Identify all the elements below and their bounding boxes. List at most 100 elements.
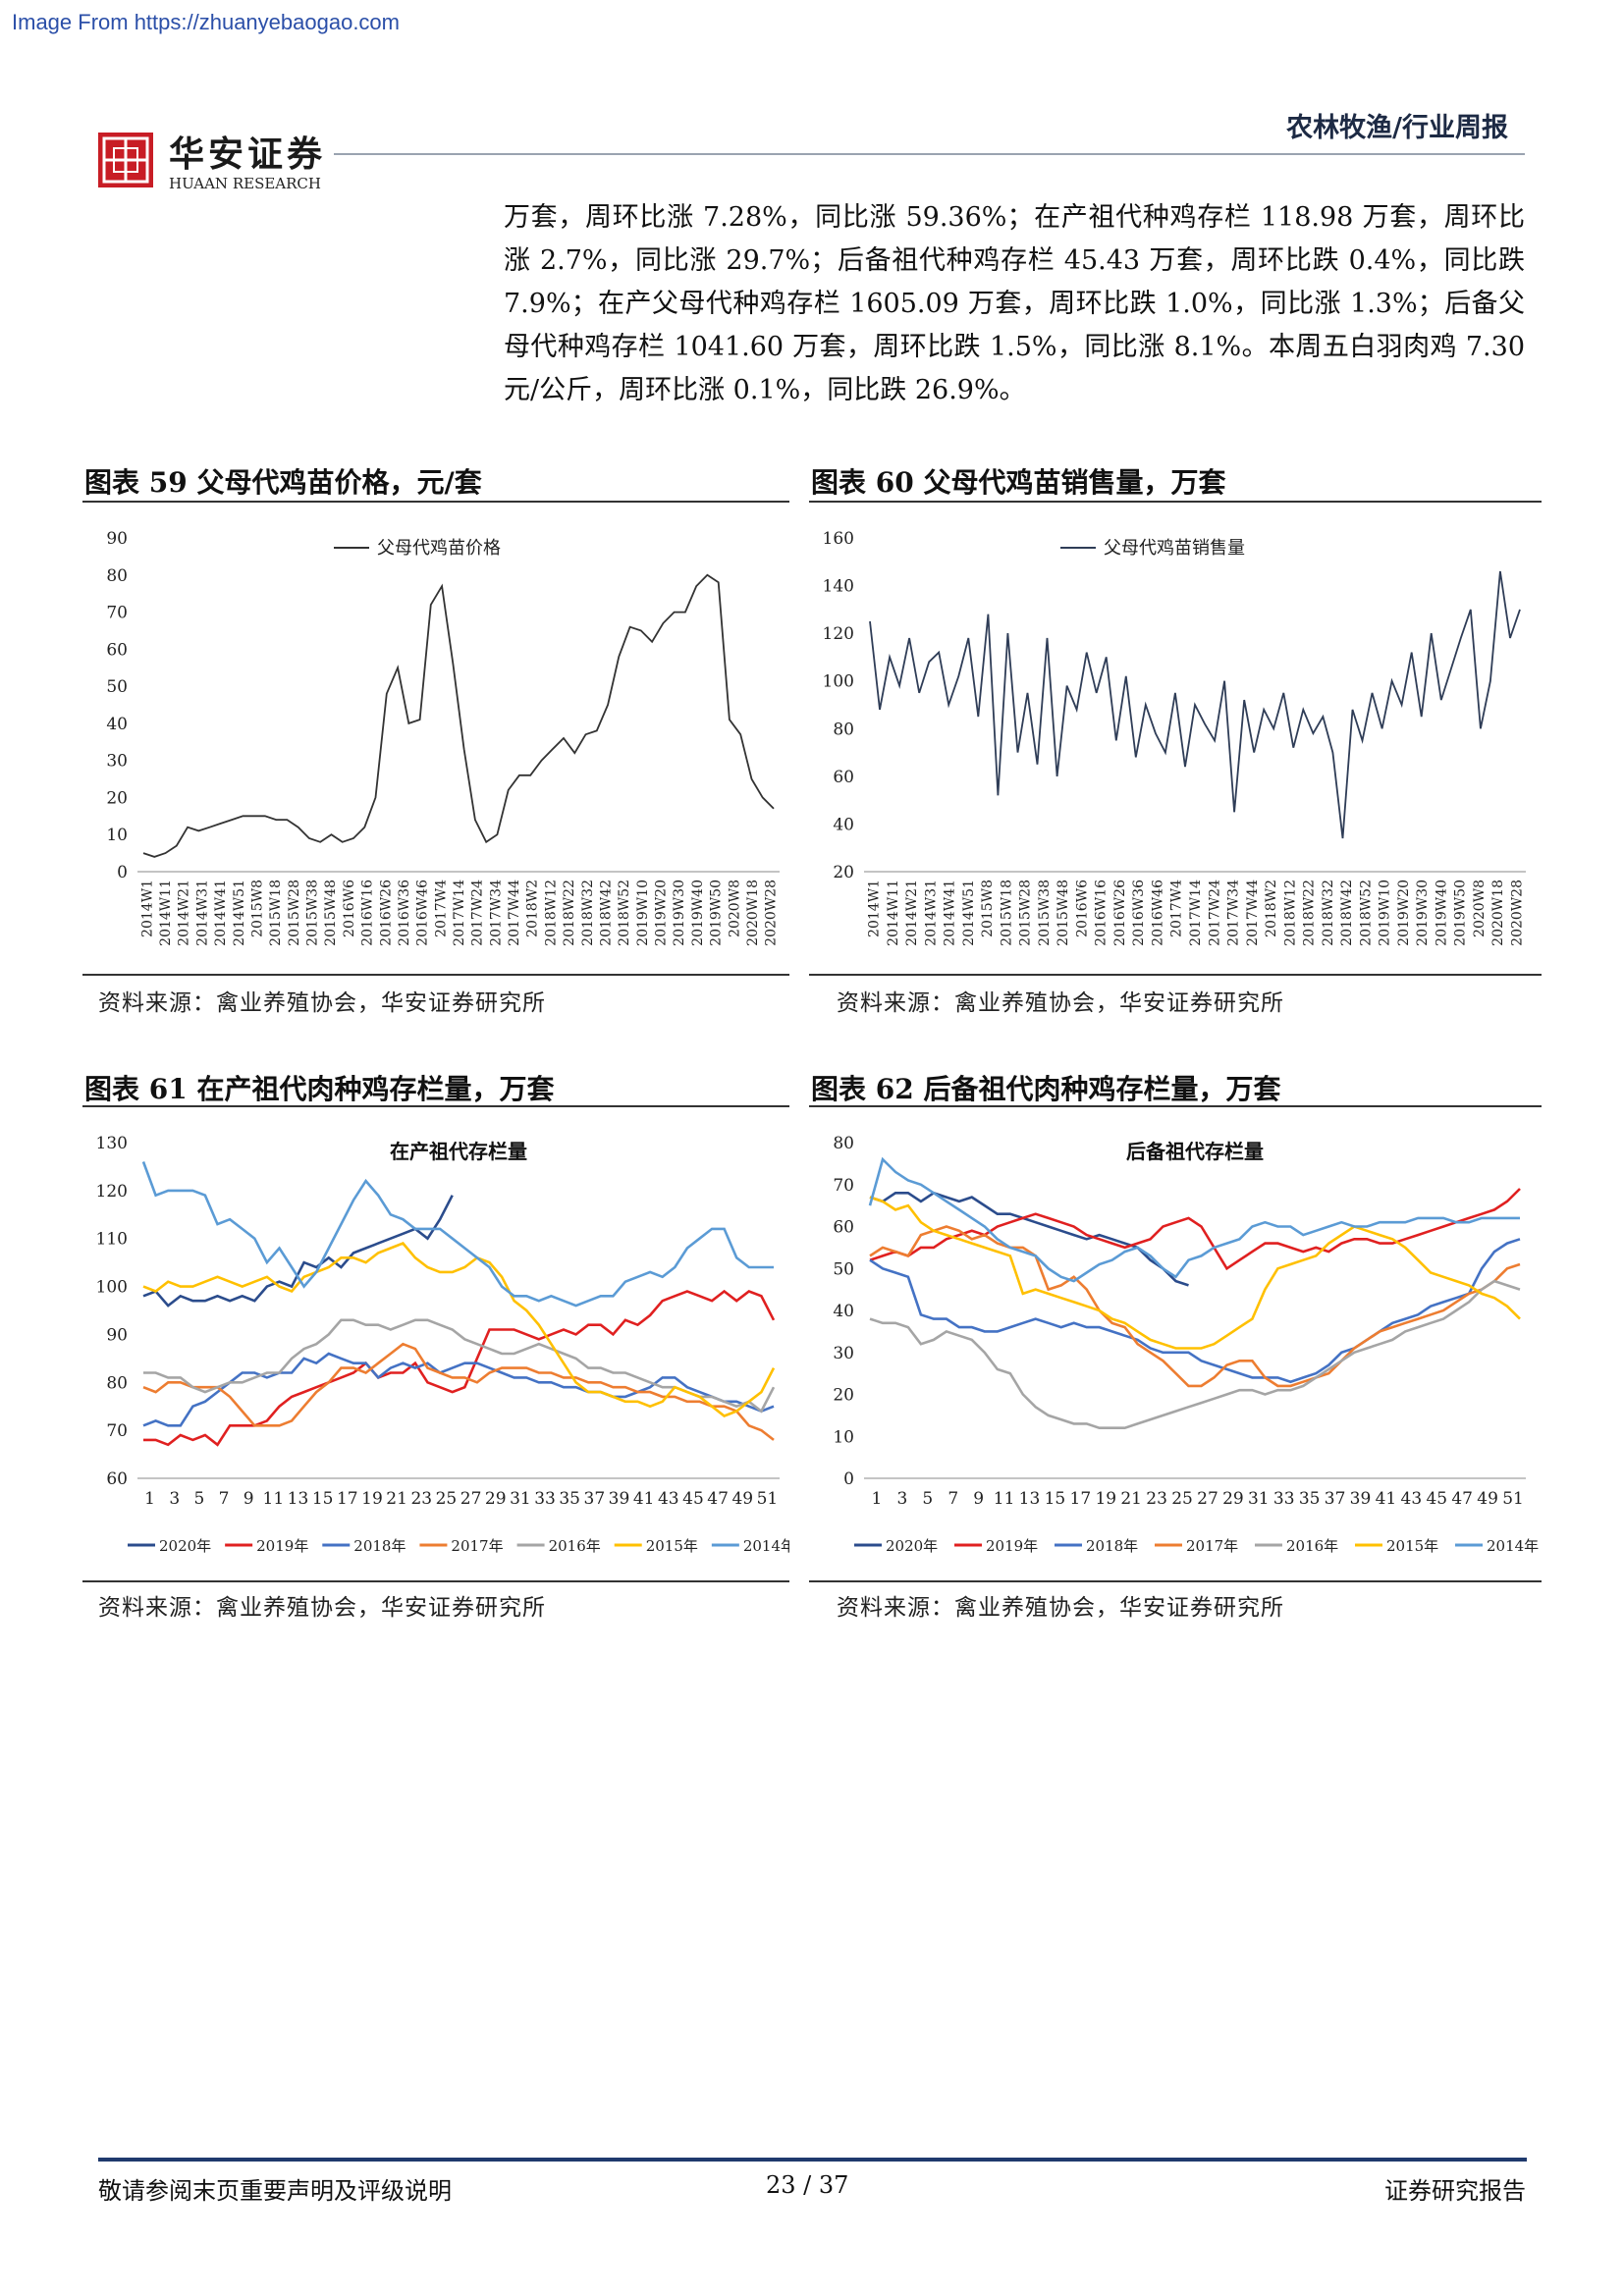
y-tick-label: 130	[96, 1134, 128, 1153]
x-tick-label: 19	[361, 1489, 383, 1509]
figure-61-title: 图表 61 在产祖代肉种鸡存栏量，万套	[84, 1073, 555, 1105]
x-tick-label: 2017W14	[1188, 880, 1204, 946]
x-tick-label: 31	[1248, 1489, 1270, 1509]
legend-label: 2015年	[646, 1537, 698, 1555]
x-tick-label: 1	[872, 1489, 883, 1509]
x-tick-label: 2015W38	[305, 880, 321, 946]
series-line	[869, 1196, 1521, 1350]
x-tick-label: 33	[534, 1489, 556, 1509]
x-tick-label: 2016W46	[415, 880, 431, 946]
legend-label: 父母代鸡苗销售量	[1104, 538, 1245, 559]
figure-60-source: 资料来源：禽业养殖协会，华安证券研究所	[837, 990, 1284, 1016]
y-tick-label: 20	[833, 863, 854, 882]
x-tick-label: 2014W51	[961, 880, 977, 946]
y-tick-label: 20	[106, 788, 128, 808]
figure-61-top-rule	[82, 1105, 789, 1107]
x-tick-label: 2016W46	[1150, 880, 1165, 946]
series-line	[142, 573, 775, 858]
series-line	[141, 1161, 774, 1308]
y-tick-label: 80	[833, 1134, 854, 1153]
y-tick-label: 90	[106, 529, 128, 549]
y-tick-label: 70	[833, 1176, 854, 1196]
footer-disclaimer: 敬请参阅末页重要声明及评级说明	[98, 2177, 452, 2205]
x-tick-label: 23	[1146, 1489, 1167, 1509]
x-tick-label: 2018W32	[1321, 880, 1336, 946]
x-tick-label: 47	[1451, 1489, 1473, 1509]
x-tick-label: 29	[485, 1489, 507, 1509]
x-tick-label: 21	[1120, 1489, 1142, 1509]
legend-label: 父母代鸡苗价格	[377, 538, 501, 559]
x-tick-label: 2019W20	[1396, 880, 1412, 946]
figure-59-source: 资料来源：禽业养殖协会，华安证券研究所	[98, 990, 546, 1016]
legend-label: 2020年	[886, 1537, 938, 1555]
x-tick-label: 2015W18	[999, 880, 1014, 946]
figure-60-bottom-rule	[809, 974, 1542, 976]
x-tick-label: 17	[337, 1489, 358, 1509]
legend-label: 2018年	[353, 1537, 406, 1555]
x-tick-label: 2014W31	[923, 880, 939, 946]
legend-label: 2018年	[1086, 1537, 1138, 1555]
series-line	[142, 1195, 454, 1308]
x-tick-label: 2019W20	[654, 880, 670, 946]
figure-60-title: 图表 60 父母代鸡苗销售量，万套	[811, 466, 1226, 499]
x-tick-label: 2019W30	[672, 880, 687, 946]
y-tick-label: 30	[106, 752, 128, 772]
series-line	[869, 570, 1521, 839]
x-tick-label: 2019W50	[1453, 880, 1469, 946]
y-tick-label: 20	[833, 1386, 854, 1406]
y-tick-label: 30	[833, 1344, 854, 1363]
x-tick-label: 41	[1376, 1489, 1397, 1509]
y-tick-label: 60	[106, 640, 128, 660]
series-line	[869, 1188, 1521, 1271]
series-line	[869, 1225, 1521, 1388]
x-tick-label: 43	[1401, 1489, 1423, 1509]
body-paragraph: 万套，周环比涨 7.28%，同比涨 59.36%；在产祖代种鸡存栏 118.98…	[504, 202, 1525, 405]
x-tick-label: 2015W8	[249, 880, 265, 937]
x-tick-label: 2015W28	[287, 880, 302, 946]
figure-59-title: 图表 59 父母代鸡苗价格，元/套	[84, 466, 482, 499]
y-tick-label: 40	[833, 1302, 854, 1321]
x-tick-label: 21	[386, 1489, 407, 1509]
watermark-text: Image From https://zhuanyebaogao.com	[12, 10, 400, 34]
figure-62-source: 资料来源：禽业养殖协会，华安证券研究所	[837, 1595, 1284, 1621]
logo-icon	[98, 133, 153, 187]
x-tick-label: 2019W50	[709, 880, 725, 946]
x-tick-label: 27	[460, 1489, 482, 1509]
y-tick-label: 70	[106, 1421, 128, 1441]
series-line	[869, 1238, 1521, 1384]
logo-chinese-name: 华安证券	[169, 133, 327, 175]
series-line	[869, 1191, 1189, 1287]
x-tick-label: 2018W52	[617, 880, 632, 946]
x-tick-label: 37	[1325, 1489, 1346, 1509]
x-tick-label: 39	[1350, 1489, 1372, 1509]
series-line	[869, 1279, 1521, 1430]
x-tick-label: 35	[1299, 1489, 1321, 1509]
x-tick-label: 15	[1045, 1489, 1066, 1509]
x-tick-label: 5	[922, 1489, 933, 1509]
x-tick-label: 2018W2	[1264, 880, 1279, 937]
x-tick-label: 15	[312, 1489, 334, 1509]
footer-report-type: 证券研究报告	[1384, 2177, 1526, 2205]
x-tick-label: 2020W8	[1472, 880, 1488, 937]
x-tick-label: 43	[658, 1489, 679, 1509]
y-tick-label: 120	[823, 624, 854, 644]
x-tick-label: 2015W28	[1018, 880, 1034, 946]
x-tick-label: 2018W42	[598, 880, 614, 946]
x-tick-label: 2016W36	[1131, 880, 1147, 946]
x-tick-label: 3	[169, 1489, 180, 1509]
x-tick-label: 27	[1197, 1489, 1218, 1509]
logo-english-name: HUAAN RESEARCH	[169, 175, 321, 192]
header-category: 农林牧渔/行业周报	[1286, 113, 1508, 143]
x-tick-label: 2017W4	[1169, 880, 1185, 937]
x-tick-label: 2016W16	[360, 880, 376, 946]
x-tick-label: 35	[559, 1489, 580, 1509]
y-tick-label: 80	[106, 566, 128, 586]
y-tick-label: 90	[106, 1325, 128, 1345]
x-tick-label: 29	[1222, 1489, 1244, 1509]
legend-label: 2016年	[1286, 1537, 1338, 1555]
figure-62-title: 图表 62 后备祖代肉种鸡存栏量，万套	[811, 1073, 1281, 1105]
x-tick-label: 9	[244, 1489, 254, 1509]
x-tick-label: 13	[1019, 1489, 1041, 1509]
x-tick-label: 39	[609, 1489, 630, 1509]
